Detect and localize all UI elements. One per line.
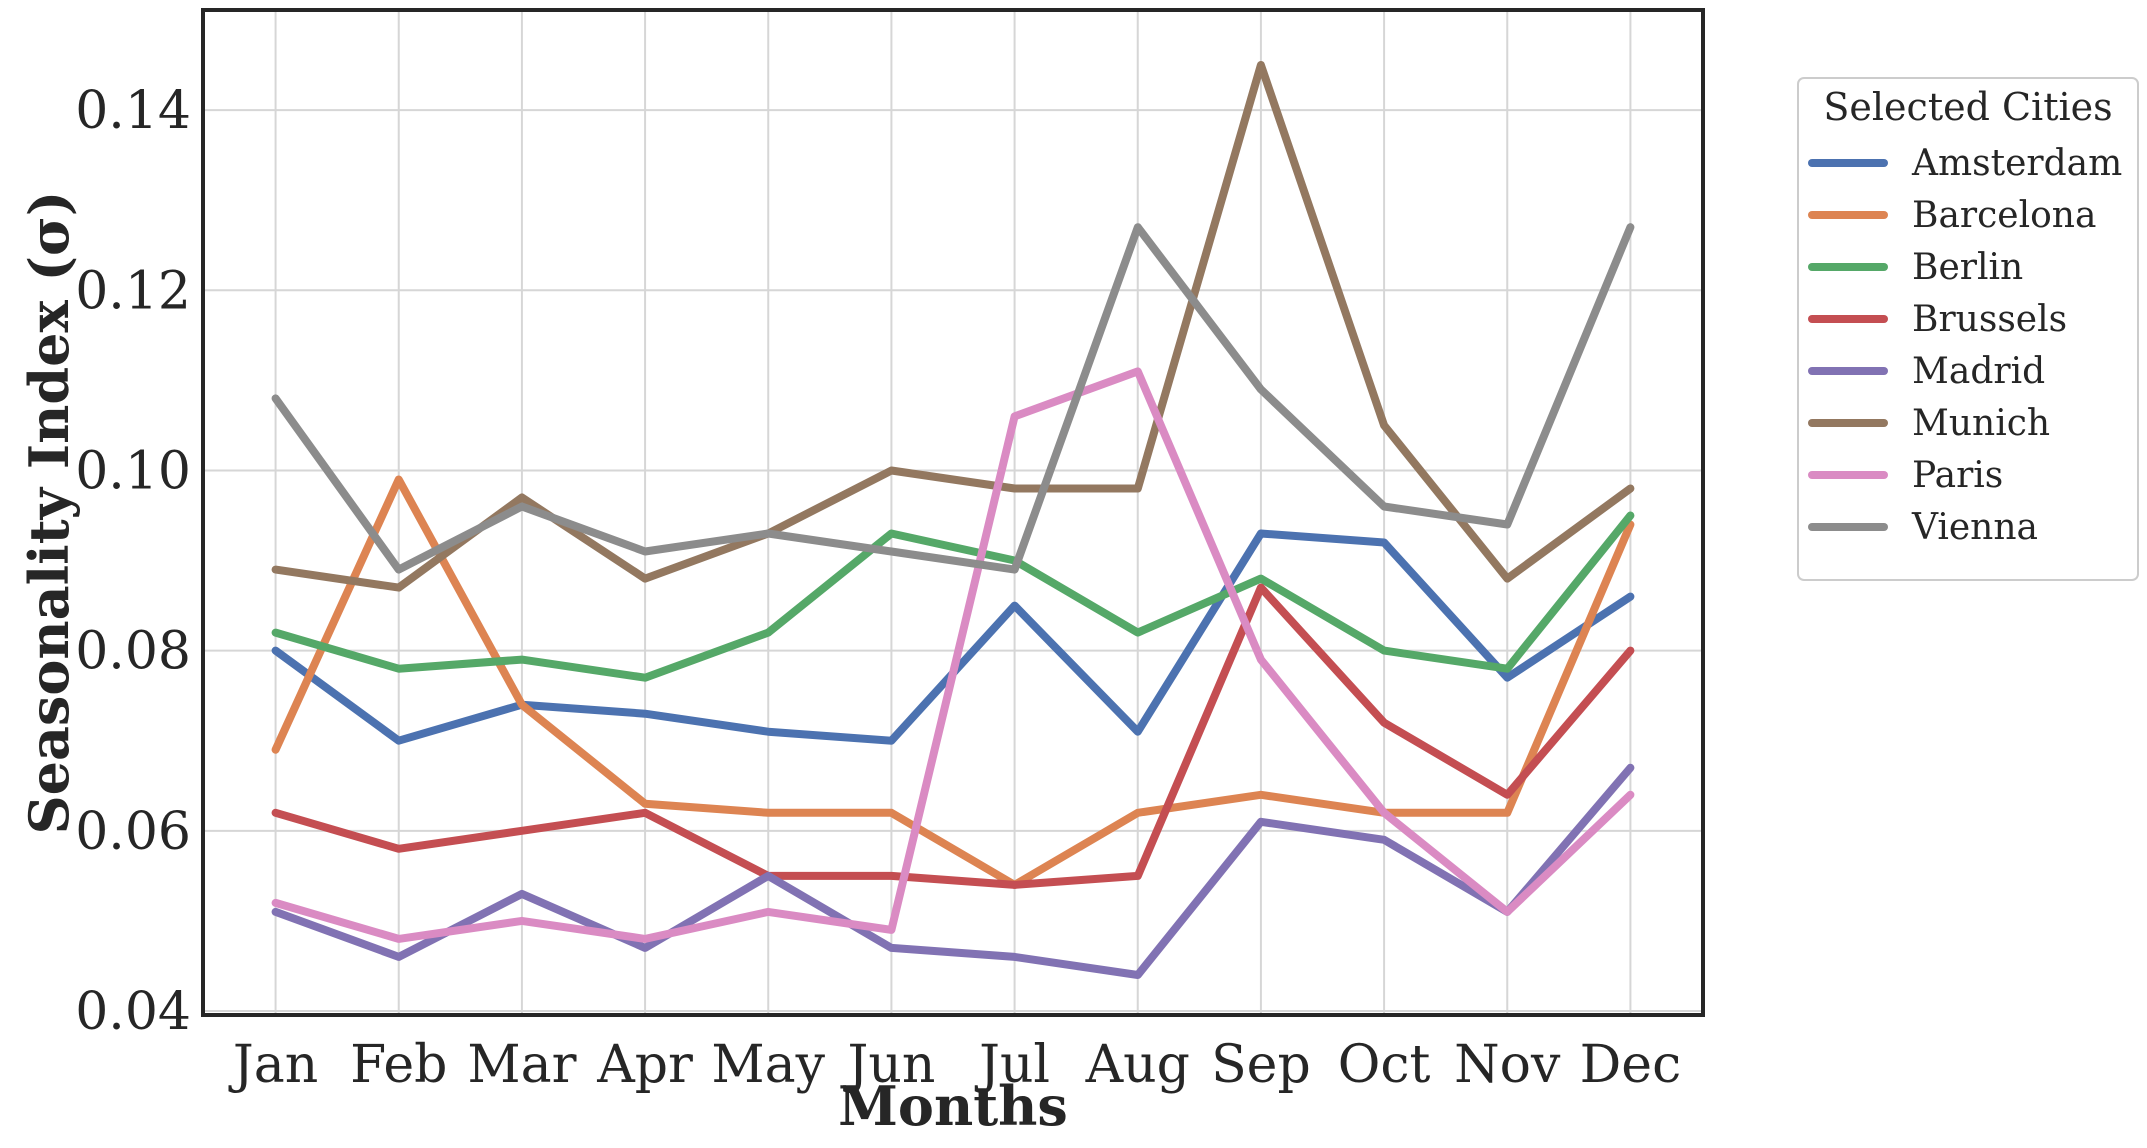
x-tick-label: Dec	[1580, 1035, 1682, 1095]
x-tick-label: Sep	[1211, 1035, 1311, 1095]
x-tick-label: Aug	[1085, 1035, 1190, 1095]
y-tick-label: 0.14	[75, 81, 191, 141]
series-line-berlin	[271, 511, 1635, 682]
x-tick-label: Apr	[596, 1035, 693, 1095]
x-tick-label: Mar	[467, 1035, 576, 1095]
x-tick-label: Jun	[843, 1035, 936, 1095]
x-tick-label: Jul	[974, 1035, 1050, 1095]
x-tick-label: Feb	[350, 1035, 447, 1095]
legend-label-madrid: Madrid	[1912, 351, 2045, 392]
legend-items: Amsterdam Barcelona Berlin Brussels Madrid Mu…	[1808, 143, 2122, 548]
legend-title: Selected Cities	[1823, 85, 2112, 129]
plot-frame	[201, 8, 1705, 1017]
x-tick-label: Oct	[1338, 1035, 1431, 1095]
y-tick-label: 0.12	[75, 261, 191, 321]
x-tick-label: Nov	[1454, 1035, 1561, 1095]
legend-label-vienna: Vienna	[1911, 507, 2038, 548]
x-tick-label: May	[711, 1035, 825, 1095]
x-tick-labels: Jan Feb Mar Apr May Jun Jul Aug Sep Oct Nov Dec	[228, 1035, 1681, 1095]
x-tick-label: Jan	[228, 1035, 318, 1095]
y-tick-labels: 0.04 0.06 0.08 0.10 0.12 0.14	[75, 81, 191, 1042]
legend-label-munich: Munich	[1912, 403, 2050, 444]
legend-box	[1797, 77, 2139, 581]
x-axis-title: Months	[838, 1074, 1068, 1138]
series-line-vienna	[271, 223, 1635, 574]
y-tick-label: 0.04	[75, 982, 191, 1042]
series-line-paris	[271, 367, 1635, 943]
series-lines	[271, 61, 1635, 979]
y-axis-title: Seasonality Index (σ)	[17, 191, 81, 835]
grid-lines	[203, 10, 1703, 1015]
series-line-munich	[271, 61, 1635, 592]
series-line-barcelona	[271, 475, 1635, 889]
legend-label-paris: Paris	[1912, 455, 2003, 496]
legend-label-amsterdam: Amsterdam	[1911, 143, 2122, 184]
legend-label-barcelona: Barcelona	[1912, 195, 2096, 236]
legend: Selected Cities Amsterdam Barcelona Berlin…	[1797, 77, 2139, 581]
y-tick-label: 0.06	[75, 802, 191, 862]
series-line-madrid	[271, 763, 1635, 979]
y-tick-label: 0.08	[75, 622, 191, 682]
legend-label-berlin: Berlin	[1912, 247, 2023, 288]
legend-label-brussels: Brussels	[1912, 299, 2067, 340]
y-tick-label: 0.10	[75, 441, 191, 501]
series-line-brussels	[271, 583, 1635, 889]
